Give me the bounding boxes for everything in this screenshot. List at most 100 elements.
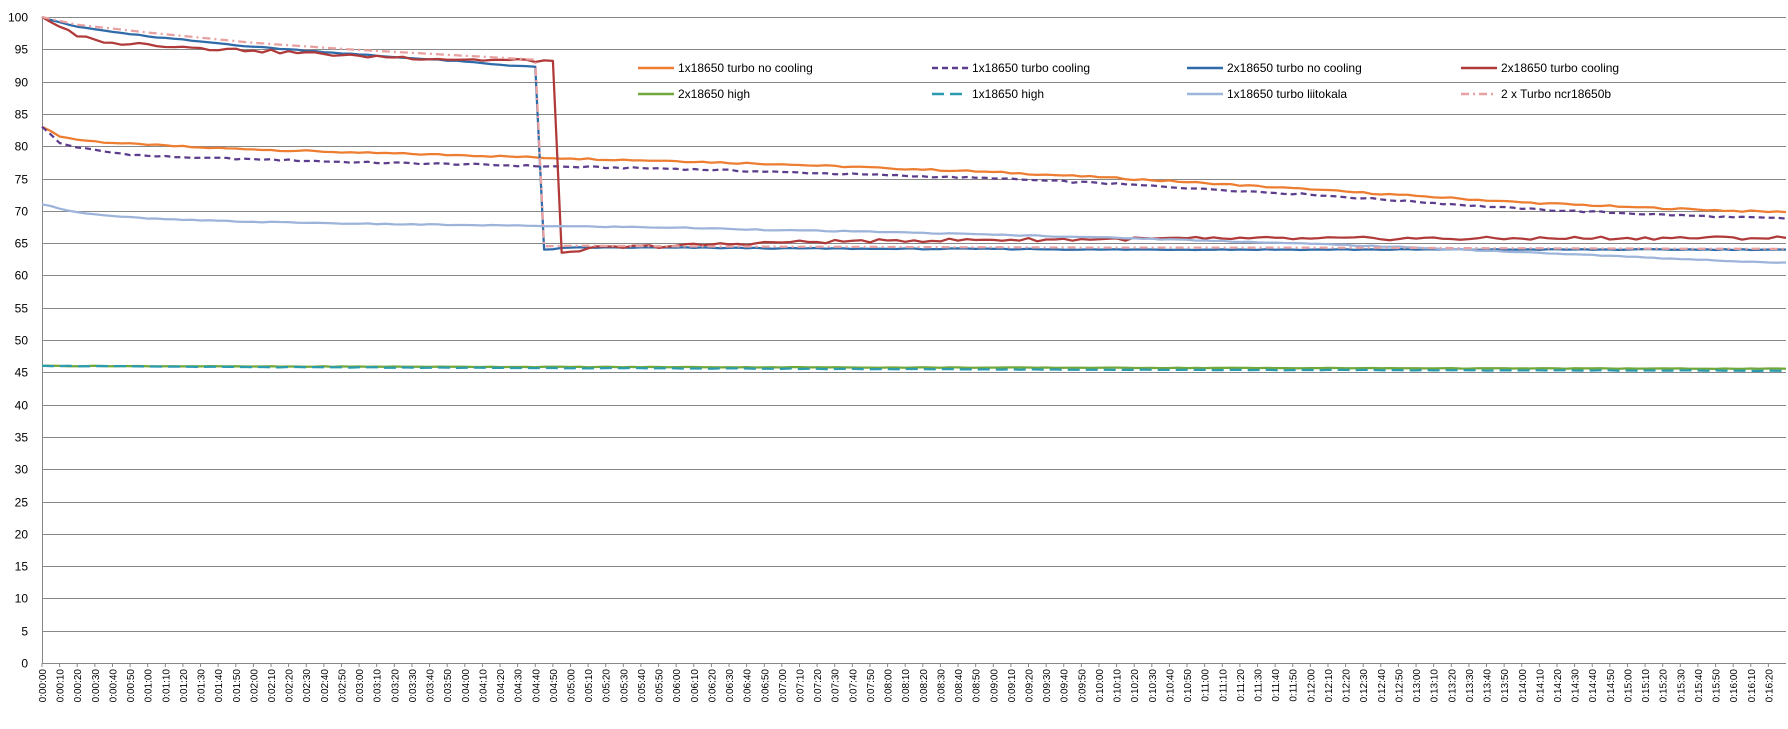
x-tick-label: 0:10:00 — [1095, 669, 1106, 703]
y-tick-label: 90 — [15, 76, 29, 90]
x-tick-label: 0:13:20 — [1447, 669, 1458, 703]
x-tick-label: 0:10:40 — [1165, 669, 1176, 703]
x-tick-label: 0:07:20 — [813, 669, 824, 703]
y-tick-label: 10 — [15, 592, 29, 606]
x-tick-label: 0:11:30 — [1254, 669, 1265, 702]
x-tick-label: 0:15:30 — [1676, 669, 1687, 703]
gridlines — [42, 17, 1786, 664]
x-tick-label: 0:14:20 — [1553, 669, 1564, 703]
x-tick-label: 0:00:10 — [56, 669, 67, 703]
x-tick-label: 0:12:40 — [1377, 669, 1388, 703]
x-tick-label: 0:04:30 — [514, 669, 525, 703]
y-tick-label: 20 — [15, 528, 29, 542]
x-tick-label: 0:01:00 — [144, 669, 155, 703]
x-tick-label: 0:04:40 — [531, 669, 542, 703]
y-tick-label: 25 — [15, 496, 29, 510]
x-tick-label: 0:11:10 — [1218, 669, 1229, 702]
y-tick-label: 0 — [21, 657, 28, 671]
x-tick-label: 0:08:00 — [884, 669, 895, 703]
x-tick-label: 0:15:20 — [1659, 669, 1670, 703]
x-tick-label: 0:07:50 — [866, 669, 877, 703]
x-tick-label: 0:13:40 — [1483, 669, 1494, 703]
x-tick-label: 0:12:10 — [1324, 669, 1335, 703]
x-tick-label: 0:12:30 — [1359, 669, 1370, 703]
x-tick-label: 0:02:40 — [320, 669, 331, 703]
x-tick-label: 0:00:00 — [38, 669, 49, 703]
y-tick-label: 55 — [15, 302, 29, 316]
x-tick-label: 0:08:30 — [936, 669, 947, 703]
x-tick-label: 0:08:10 — [901, 669, 912, 703]
y-tick-label: 95 — [15, 43, 29, 57]
x-tick-label: 0:10:20 — [1130, 669, 1141, 703]
y-tick-label: 35 — [15, 431, 29, 445]
x-tick-label: 0:05:50 — [655, 669, 666, 703]
x-tick-label: 0:13:30 — [1465, 669, 1476, 703]
x-tick-label: 0:02:30 — [302, 669, 313, 703]
x-tick-label: 0:08:40 — [954, 669, 965, 703]
legend: 1x18650 turbo no cooling 1x18650 turbo co… — [638, 61, 1619, 101]
y-tick-label: 15 — [15, 560, 29, 574]
x-tick-label: 0:05:00 — [566, 669, 577, 703]
x-tick-label: 0:06:00 — [672, 669, 683, 703]
x-tick-label: 0:03:50 — [443, 669, 454, 703]
x-tick-label: 0:09:10 — [1007, 669, 1018, 703]
x-tick-label: 0:03:20 — [390, 669, 401, 703]
x-tick-label: 0:01:10 — [161, 669, 172, 703]
x-tick-label: 0:05:30 — [619, 669, 630, 703]
x-tick-label: 0:06:30 — [725, 669, 736, 703]
series-line — [41, 364, 1787, 373]
x-tick-label: 0:14:10 — [1535, 669, 1546, 703]
x-tick-label: 0:14:40 — [1588, 669, 1599, 703]
legend-label: 2x18650 turbo no cooling — [1227, 61, 1362, 75]
x-tick-label: 0:07:00 — [778, 669, 789, 703]
x-tick-label: 0:14:50 — [1606, 669, 1617, 703]
x-tick-label: 0:02:50 — [337, 669, 348, 703]
y-tick-label: 60 — [15, 269, 29, 283]
x-tick-label: 0:13:10 — [1430, 669, 1441, 703]
x-tick-label: 0:12:20 — [1342, 669, 1353, 703]
series-line — [41, 203, 1787, 264]
x-tick-label: 0:01:30 — [197, 669, 208, 703]
y-tick-label: 5 — [21, 625, 28, 639]
series-line — [41, 125, 1787, 214]
legend-label: 1x18650 turbo cooling — [972, 61, 1090, 75]
x-tick-label: 0:05:40 — [637, 669, 648, 703]
x-tick-label: 0:12:50 — [1394, 669, 1405, 703]
x-tick-label: 0:12:00 — [1306, 669, 1317, 703]
y-tick-label: 30 — [15, 463, 29, 477]
legend-label: 2x18650 turbo cooling — [1501, 61, 1619, 75]
x-tick-label: 0:07:10 — [795, 669, 806, 703]
x-tick-label: 0:02:20 — [285, 669, 296, 703]
x-tick-label: 0:10:50 — [1183, 669, 1194, 703]
x-tick-label: 0:01:40 — [214, 669, 225, 703]
x-tick-label: 0:03:10 — [373, 669, 384, 703]
legend-label: 2x18650 high — [678, 87, 750, 101]
legend-label: 1x18650 turbo liitokala — [1227, 87, 1347, 101]
legend-label: 1x18650 high — [972, 87, 1044, 101]
x-tick-label: 0:07:30 — [831, 669, 842, 703]
x-tick-label: 0:04:00 — [461, 669, 472, 703]
x-tick-label: 0:09:00 — [989, 669, 1000, 703]
x-tick-label: 0:04:20 — [496, 669, 507, 703]
x-tick-label: 0:00:20 — [73, 669, 84, 703]
x-tick-label: 0:05:20 — [602, 669, 613, 703]
x-tick-label: 0:14:00 — [1518, 669, 1529, 703]
x-tick-label: 0:09:30 — [1042, 669, 1053, 703]
x-tick-label: 0:15:40 — [1694, 669, 1705, 703]
x-tick-label: 0:05:10 — [584, 669, 595, 703]
x-tick-label: 0:09:50 — [1077, 669, 1088, 703]
x-tick-label: 0:16:10 — [1747, 669, 1758, 703]
y-tick-label: 85 — [15, 108, 29, 122]
x-tick-label: 0:02:00 — [249, 669, 260, 703]
series-line — [41, 15, 1786, 251]
x-tick-label: 0:06:20 — [707, 669, 718, 703]
x-tick-label: 0:11:50 — [1289, 669, 1300, 702]
x-tick-label: 0:03:30 — [408, 669, 419, 703]
x-tick-label: 0:06:40 — [743, 669, 754, 703]
x-tick-label: 0:11:00 — [1201, 669, 1212, 702]
x-tick-label: 0:14:30 — [1571, 669, 1582, 703]
x-tick-label: 0:06:10 — [690, 669, 701, 703]
series-line — [41, 16, 1787, 254]
x-tick-label: 0:08:50 — [972, 669, 983, 703]
